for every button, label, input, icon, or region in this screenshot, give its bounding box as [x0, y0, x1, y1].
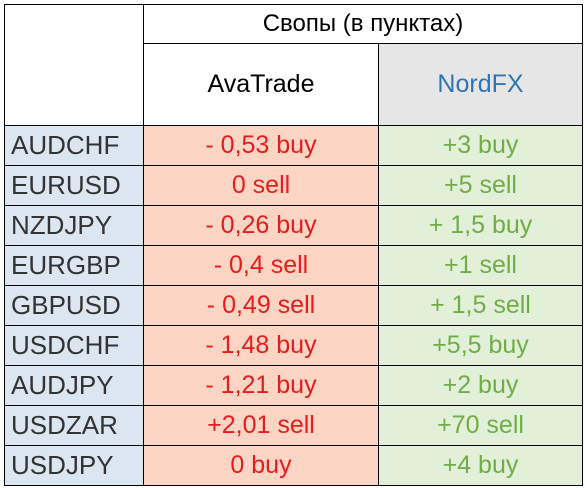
pair-cell: GBPUSD — [4, 286, 144, 326]
pair-cell: USDJPY — [4, 446, 144, 486]
nordfx-cell: +1 sell — [379, 246, 583, 286]
avatrade-cell: 0 sell — [144, 166, 379, 206]
avatrade-cell: - 0,26 buy — [144, 206, 379, 246]
pair-cell: USDCHF — [4, 326, 144, 366]
avatrade-cell: - 0,53 buy — [144, 126, 379, 166]
avatrade-cell: - 1,48 buy — [144, 326, 379, 366]
column-header: NordFX — [379, 44, 583, 126]
nordfx-cell: +2 buy — [379, 366, 583, 406]
avatrade-cell: +2,01 sell — [144, 406, 379, 446]
column-header: AvaTrade — [144, 44, 379, 126]
pair-cell: NZDJPY — [4, 206, 144, 246]
corner-cell — [4, 4, 144, 126]
pair-cell: EURUSD — [4, 166, 144, 206]
avatrade-cell: - 0,49 sell — [144, 286, 379, 326]
nordfx-cell: +5 sell — [379, 166, 583, 206]
avatrade-cell: 0 buy — [144, 446, 379, 486]
nordfx-cell: +5,5 buy — [379, 326, 583, 366]
avatrade-cell: - 0,4 sell — [144, 246, 379, 286]
nordfx-cell: + 1,5 buy — [379, 206, 583, 246]
nordfx-cell: +3 buy — [379, 126, 583, 166]
pair-cell: EURGBP — [4, 246, 144, 286]
table-title: Свопы (в пунктах) — [144, 4, 583, 44]
pair-cell: AUDJPY — [4, 366, 144, 406]
nordfx-cell: +4 buy — [379, 446, 583, 486]
nordfx-cell: +70 sell — [379, 406, 583, 446]
pair-cell: AUDCHF — [4, 126, 144, 166]
nordfx-cell: + 1,5 sell — [379, 286, 583, 326]
avatrade-cell: - 1,21 buy — [144, 366, 379, 406]
pair-cell: USDZAR — [4, 406, 144, 446]
